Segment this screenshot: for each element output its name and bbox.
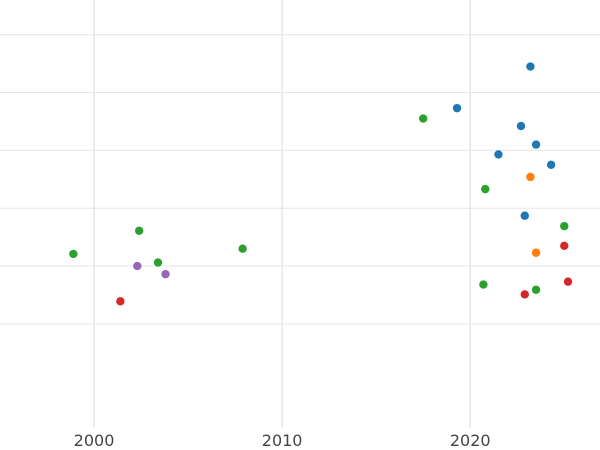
data-point-series-2 [526,172,535,182]
horizontal-gridlines [0,34,600,325]
data-point-series-4 [116,297,125,306]
vertical-gridlines [93,0,471,428]
data-point-series-1 [520,211,529,220]
data-point-series-3 [134,226,144,235]
data-point-series-4 [520,290,529,299]
data-point-series-3 [418,114,428,123]
data-point-series-3 [560,221,569,231]
data-point-series-1 [526,62,535,71]
data-point-series-4 [560,241,569,251]
data-point-series-5 [133,261,142,271]
data-point-series-3 [69,249,78,259]
data-point-series-3 [479,280,488,289]
data-point-series-3 [153,258,163,267]
data-point-series-1 [516,121,526,131]
x-tick-label: 2000 [74,431,115,450]
data-point-series-3 [531,285,541,294]
data-point-series-1 [452,103,462,113]
data-point-series-1 [546,160,556,170]
data-point-series-3 [481,184,490,194]
x-axis-tick-labels: 2000 2010 2020 [74,431,491,450]
data-points [69,62,573,306]
x-tick-label: 2020 [450,431,491,450]
data-point-series-1 [531,140,541,149]
data-point-series-4 [563,277,573,286]
x-tick-label: 2010 [262,431,303,450]
data-point-series-1 [494,150,503,159]
data-point-series-5 [161,269,170,279]
data-point-series-2 [531,248,541,257]
data-point-series-3 [238,244,247,253]
